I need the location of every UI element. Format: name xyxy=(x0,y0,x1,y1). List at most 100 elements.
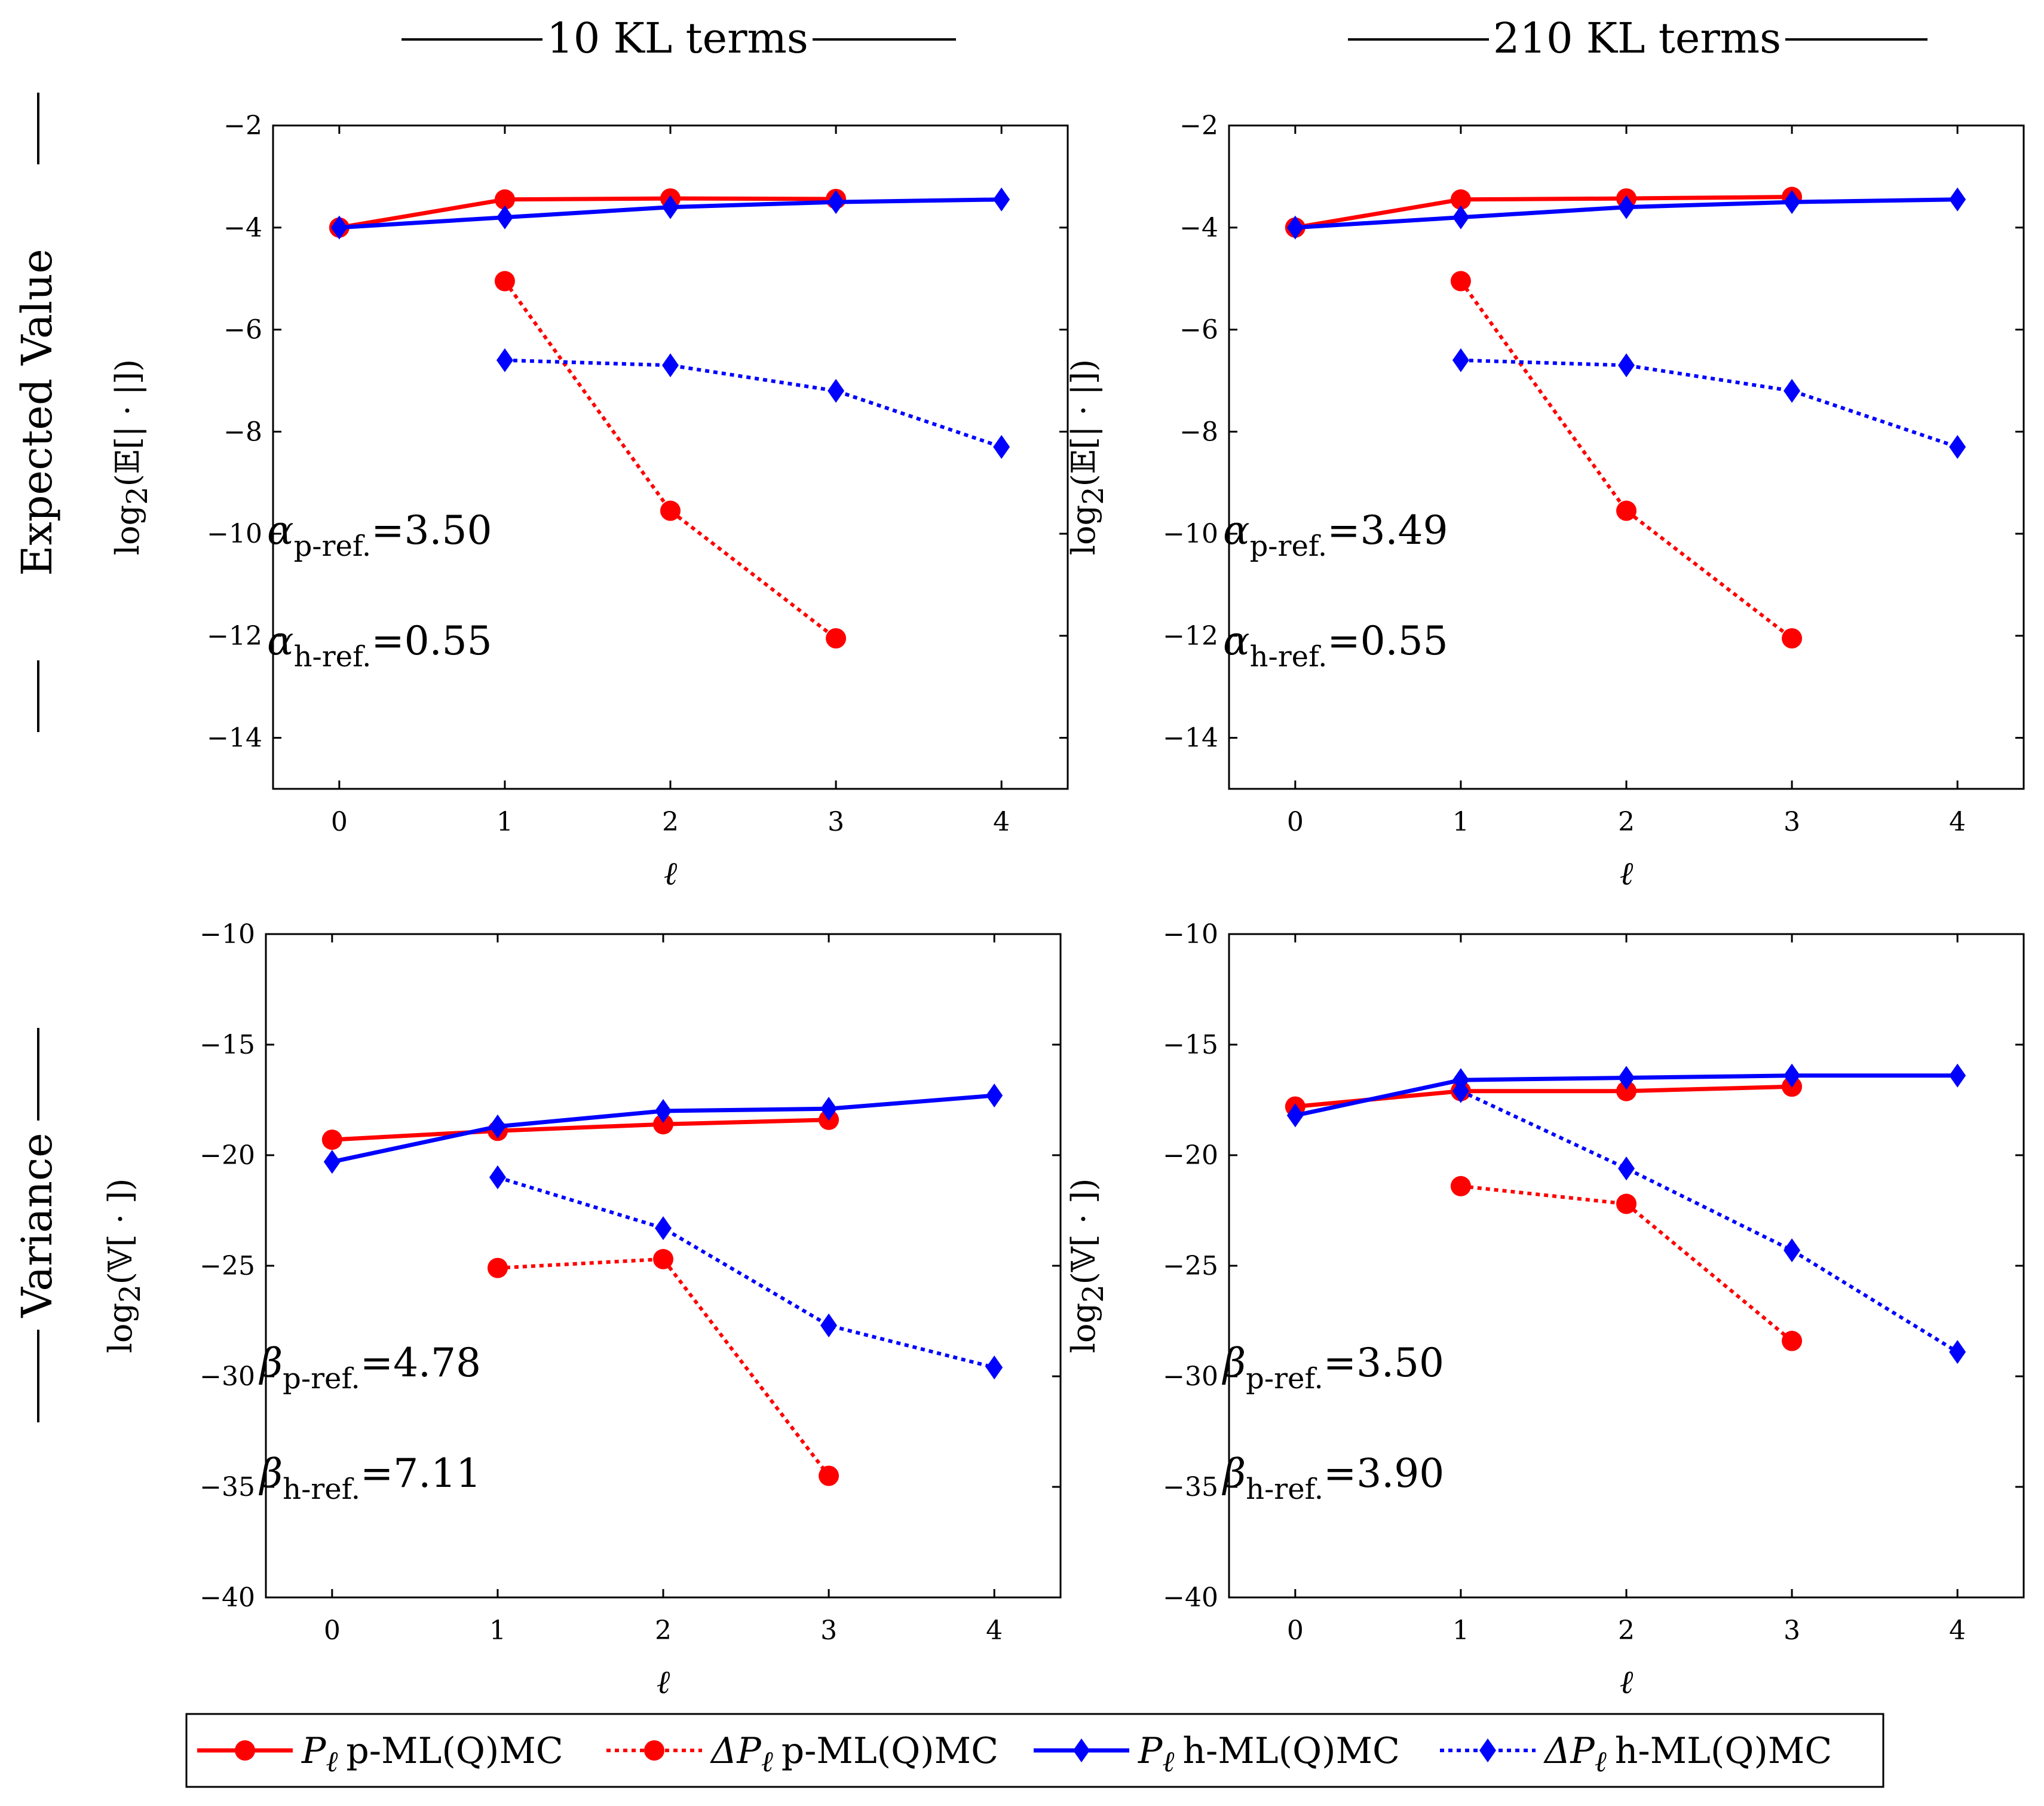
data-point-P_h xyxy=(1618,195,1635,219)
y-tick-label: −8 xyxy=(223,417,262,447)
legend-symbol: ΔP xyxy=(710,1730,762,1772)
data-point-P_h xyxy=(323,1150,341,1174)
data-point-dP_p xyxy=(1616,500,1637,521)
y-axis-label-prefix: log xyxy=(109,505,146,555)
row-header-top: Expected Value xyxy=(13,93,62,732)
y-tick-label: −30 xyxy=(200,1361,255,1392)
legend-text: h-ML(Q)MC xyxy=(1615,1730,1832,1772)
y-axis-label-suffix: (𝔼[| · |]) xyxy=(1065,359,1102,486)
data-point-P_h xyxy=(489,1114,506,1138)
y-tick-label: −40 xyxy=(200,1582,255,1613)
rate-symbol: β xyxy=(258,1450,283,1496)
row-header-bottom: Variance xyxy=(13,1028,62,1422)
column-header-right: 210 KL terms xyxy=(1348,14,1927,63)
x-tick-label: 1 xyxy=(1452,807,1469,837)
x-tick-label: 4 xyxy=(993,807,1010,837)
rate-symbol: β xyxy=(1221,1340,1246,1386)
rate-annotation: αh-ref.=0.55 xyxy=(267,618,492,674)
rate-subscript: h-ref. xyxy=(1246,1473,1323,1506)
rate-value: =4.78 xyxy=(360,1340,481,1386)
series-line-dP_p xyxy=(503,280,837,640)
data-point-dP_h xyxy=(1452,348,1469,372)
data-point-dP_p xyxy=(1450,1176,1471,1196)
legend-marker xyxy=(235,1740,255,1761)
rate-annotation: αp-ref.=3.50 xyxy=(267,507,492,563)
data-point-dP_p xyxy=(494,271,515,292)
y-axis-label-prefix: log xyxy=(1065,505,1102,555)
data-point-dP_h xyxy=(986,1355,1003,1380)
series-line-dP_h xyxy=(1460,1089,1959,1354)
data-point-dP_h xyxy=(1783,1238,1801,1263)
legend-subscript: ℓ xyxy=(326,1745,338,1779)
data-point-dP_p xyxy=(819,1465,839,1486)
series-line-dP_p xyxy=(1460,1184,1793,1343)
legend-marker xyxy=(1479,1738,1496,1762)
y-axis-label: log2(𝕍[ · ]) xyxy=(1065,1179,1110,1354)
data-point-P_p xyxy=(653,1114,673,1135)
series-line-P_p xyxy=(332,1118,829,1142)
rate-subscript: p-ref. xyxy=(294,529,372,563)
rate-value: =3.90 xyxy=(1323,1450,1444,1496)
rate-value: =0.55 xyxy=(371,618,492,664)
rate-symbol: α xyxy=(1223,507,1250,553)
data-point-P_h xyxy=(986,1083,1003,1108)
data-point-P_h xyxy=(1286,1103,1304,1128)
x-tick-label: 1 xyxy=(1452,1615,1469,1646)
series-line-dP_p xyxy=(497,1257,831,1477)
rate-symbol: β xyxy=(1221,1450,1246,1496)
y-axis-label: log2(𝔼[| · |]) xyxy=(1065,359,1110,555)
y-axis-label-sub: 2 xyxy=(114,1284,147,1303)
data-point-P_h xyxy=(1949,187,1966,212)
data-point-P_p xyxy=(494,189,515,210)
legend-symbol: P xyxy=(301,1730,327,1772)
y-tick-label: −2 xyxy=(223,111,262,141)
y-tick-label: −6 xyxy=(223,315,262,345)
y-tick-label: −10 xyxy=(207,519,262,549)
x-tick-label: 3 xyxy=(1783,807,1800,837)
y-tick-label: −35 xyxy=(1163,1472,1218,1502)
x-tick-label: 4 xyxy=(1949,1615,1966,1646)
x-axis-label: ℓ xyxy=(1620,1663,1634,1701)
legend-symbol: P xyxy=(1138,1730,1163,1772)
data-point-dP_h xyxy=(1949,1340,1966,1364)
y-tick-label: −20 xyxy=(200,1140,255,1171)
x-tick-label: 0 xyxy=(1287,1615,1304,1646)
data-point-P_h xyxy=(662,195,679,219)
y-tick-label: −8 xyxy=(1179,417,1218,447)
legend-text: p-ML(Q)MC xyxy=(346,1730,563,1772)
data-point-dP_h xyxy=(1949,434,1966,459)
y-tick-label: −6 xyxy=(1179,315,1218,345)
rate-subscript: h-ref. xyxy=(294,640,372,674)
legend-marker xyxy=(1073,1738,1090,1762)
x-tick-label: 4 xyxy=(986,1615,1003,1646)
legend-text: p-ML(Q)MC xyxy=(782,1730,998,1772)
legend-item-dP_h: ΔPℓ h-ML(Q)MC xyxy=(1440,1730,1832,1779)
data-point-dP_h xyxy=(993,434,1010,459)
legend-subscript: ℓ xyxy=(761,1745,773,1779)
column-header-left: 10 KL terms xyxy=(402,14,956,63)
row-header-top-text: Expected Value xyxy=(13,249,62,576)
row-header-bottom-text: Variance xyxy=(13,1132,62,1318)
rate-value: =7.11 xyxy=(360,1450,481,1496)
data-point-P_h xyxy=(828,190,845,215)
data-point-dP_h xyxy=(489,1165,506,1189)
rate-symbol: β xyxy=(258,1340,283,1386)
series-line-P_p xyxy=(1295,1084,1792,1109)
x-axis-label: ℓ xyxy=(657,1663,670,1701)
data-point-P_h xyxy=(993,187,1010,212)
legend-text: h-ML(Q)MC xyxy=(1182,1730,1400,1772)
data-point-P_p xyxy=(1616,1080,1637,1101)
y-axis-label-sub: 2 xyxy=(1077,486,1110,505)
data-point-dP_h xyxy=(1452,1079,1469,1103)
y-tick-label: −35 xyxy=(200,1472,255,1502)
x-tick-label: 3 xyxy=(828,807,844,837)
y-tick-label: −10 xyxy=(200,919,255,950)
data-point-P_h xyxy=(1783,1063,1801,1088)
data-point-P_h xyxy=(1452,205,1469,229)
legend-item-P_h: Pℓ h-ML(Q)MC xyxy=(1034,1730,1400,1779)
plot-frame xyxy=(1228,933,2025,1599)
rate-annotation: βp-ref.=4.78 xyxy=(258,1340,481,1395)
data-point-P_p xyxy=(1450,189,1471,210)
x-tick-label: 2 xyxy=(1618,1615,1635,1646)
